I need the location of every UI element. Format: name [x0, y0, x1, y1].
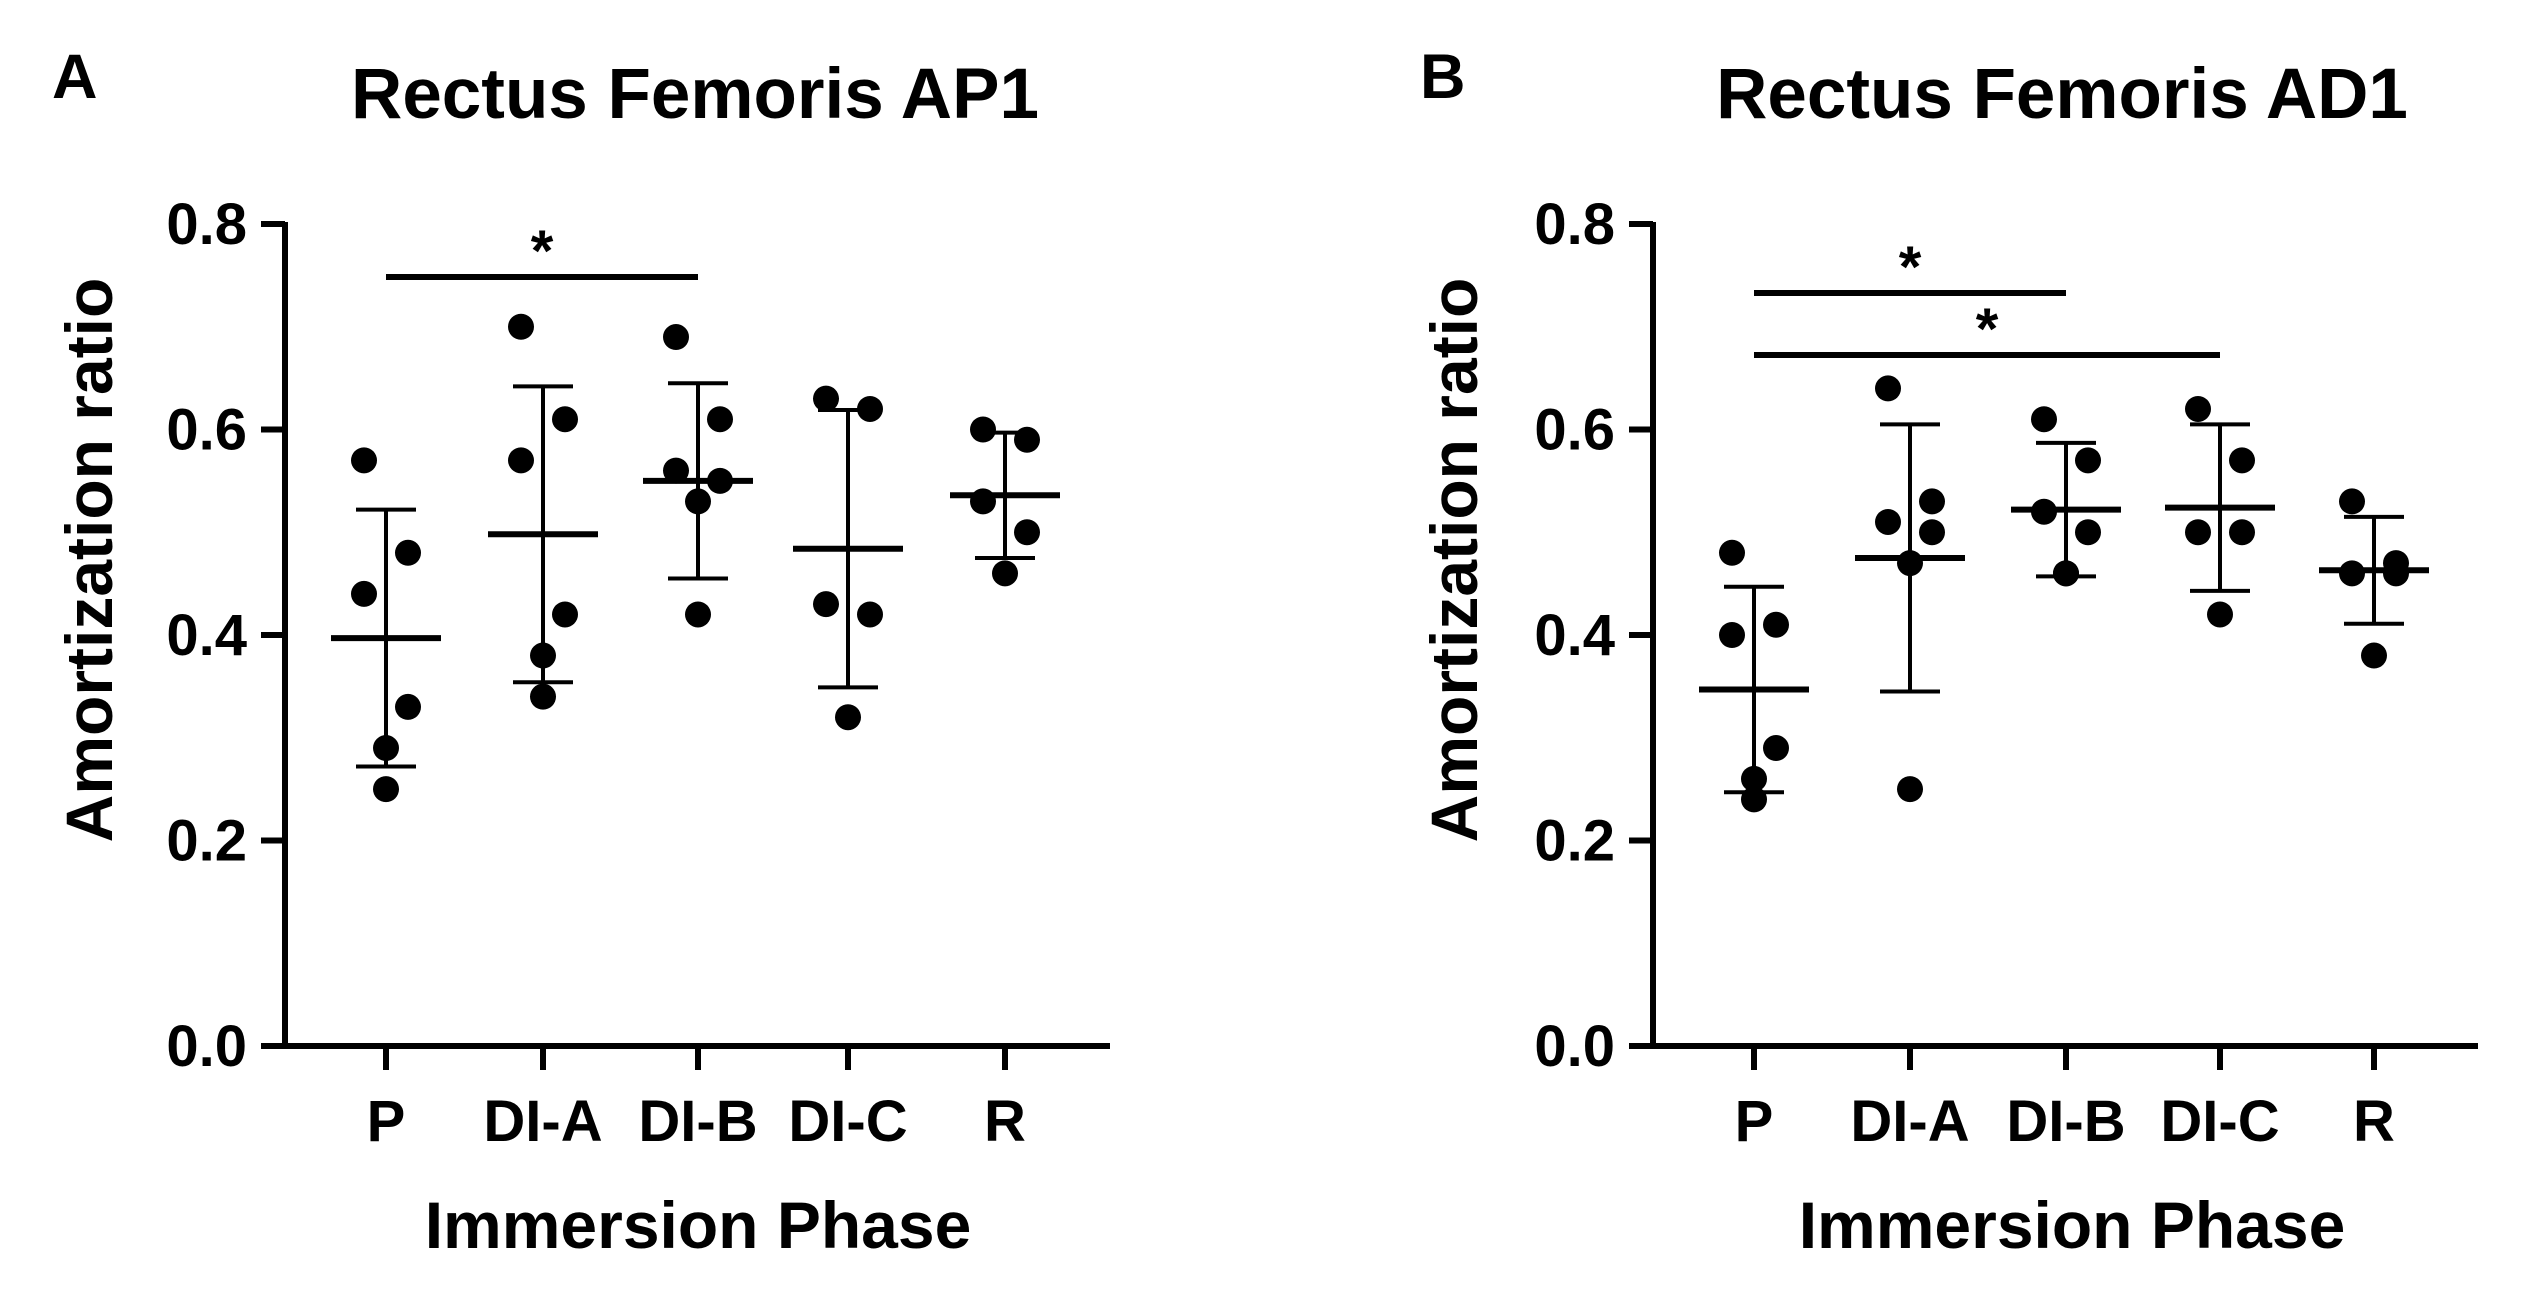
data-point: [1719, 622, 1745, 648]
data-point: [857, 601, 883, 628]
data-point: [1719, 539, 1745, 566]
data-point: [813, 591, 839, 618]
data-point: [395, 693, 421, 720]
significance-label: *: [1899, 235, 1922, 300]
panel-a: A Rectus Femoris AP1 Amortization ratio …: [52, 42, 1110, 1262]
data-point: [1763, 735, 1789, 762]
data-point: [2339, 488, 2365, 515]
y-tick-label: 0.6: [166, 398, 247, 463]
chart-title: Rectus Femoris AP1: [351, 55, 1039, 134]
data-point: [1919, 519, 1945, 546]
x-tick-label: DI-A: [483, 1089, 602, 1154]
panel-b: B Rectus Femoris AD1 Amortization ratio …: [1417, 42, 2478, 1262]
x-tick-label: DI-A: [1850, 1089, 1969, 1154]
panel-label: B: [1420, 42, 1466, 112]
x-tick-label: DI-C: [2160, 1089, 2279, 1154]
data-point: [1014, 519, 1040, 546]
y-tick-label: 0.8: [166, 192, 247, 257]
data-point: [2075, 447, 2101, 474]
significance-label: *: [531, 219, 554, 284]
data-point: [970, 488, 996, 515]
data-point: [530, 683, 556, 710]
data-point: [2185, 519, 2211, 546]
x-tick-label: R: [984, 1089, 1026, 1154]
y-tick-label: 0.4: [1534, 603, 1615, 668]
data-point: [707, 467, 733, 494]
data-point: [2383, 560, 2409, 587]
data-point: [2185, 395, 2211, 422]
data-point: [1875, 508, 1901, 535]
chart-title: Rectus Femoris AD1: [1716, 55, 2408, 134]
x-tick-label: DI-B: [638, 1089, 757, 1154]
data-point: [351, 447, 377, 474]
data-point: [2229, 447, 2255, 474]
data-point: [1741, 765, 1767, 792]
data-point: [813, 385, 839, 412]
y-tick-label: 0.6: [1534, 398, 1615, 463]
data-point: [508, 447, 534, 474]
data-point: [508, 313, 534, 340]
data-point: [857, 395, 883, 422]
data-point: [2075, 519, 2101, 546]
x-axis-label: Immersion Phase: [425, 1188, 972, 1262]
data-point: [2207, 601, 2233, 628]
data-point: [835, 704, 861, 731]
data-point: [2031, 498, 2057, 525]
data-point: [663, 457, 689, 484]
data-point: [395, 539, 421, 566]
y-tick-label: 0.0: [166, 1014, 247, 1079]
x-tick-label: DI-B: [2006, 1089, 2125, 1154]
data-point: [707, 406, 733, 433]
data-point: [1875, 375, 1901, 402]
data-point: [1897, 550, 1923, 577]
data-point: [1897, 776, 1923, 803]
data-point: [1014, 426, 1040, 453]
data-point: [373, 776, 399, 803]
data-point: [970, 416, 996, 443]
data-point: [2339, 560, 2365, 587]
data-point: [2031, 406, 2057, 433]
x-tick-label: DI-C: [788, 1089, 907, 1154]
x-tick-label: R: [2353, 1089, 2395, 1154]
y-tick-label: 0.2: [1534, 809, 1615, 874]
data-point: [685, 488, 711, 515]
data-point: [685, 601, 711, 628]
y-axis-label: Amortization ratio: [1417, 278, 1491, 843]
data-point: [373, 735, 399, 762]
data-point: [992, 560, 1018, 587]
x-tick-label: P: [367, 1089, 406, 1154]
data-point: [552, 601, 578, 628]
data-point: [1919, 488, 1945, 515]
data-point: [1763, 611, 1789, 638]
x-axis-label: Immersion Phase: [1799, 1188, 2346, 1262]
panel-label: A: [52, 42, 98, 112]
significance-label: *: [1976, 297, 1999, 362]
x-tick-label: P: [1735, 1089, 1774, 1154]
data-point: [552, 406, 578, 433]
y-tick-label: 0.8: [1534, 192, 1615, 257]
data-point: [2229, 519, 2255, 546]
data-point: [351, 580, 377, 607]
y-tick-label: 0.0: [1534, 1014, 1615, 1079]
y-tick-label: 0.4: [166, 603, 247, 668]
y-axis-label: Amortization ratio: [52, 278, 126, 843]
y-tick-label: 0.2: [166, 809, 247, 874]
data-point: [2361, 642, 2387, 669]
data-point: [1741, 786, 1767, 813]
data-point: [530, 642, 556, 669]
data-point: [663, 324, 689, 351]
data-point: [2053, 560, 2079, 587]
